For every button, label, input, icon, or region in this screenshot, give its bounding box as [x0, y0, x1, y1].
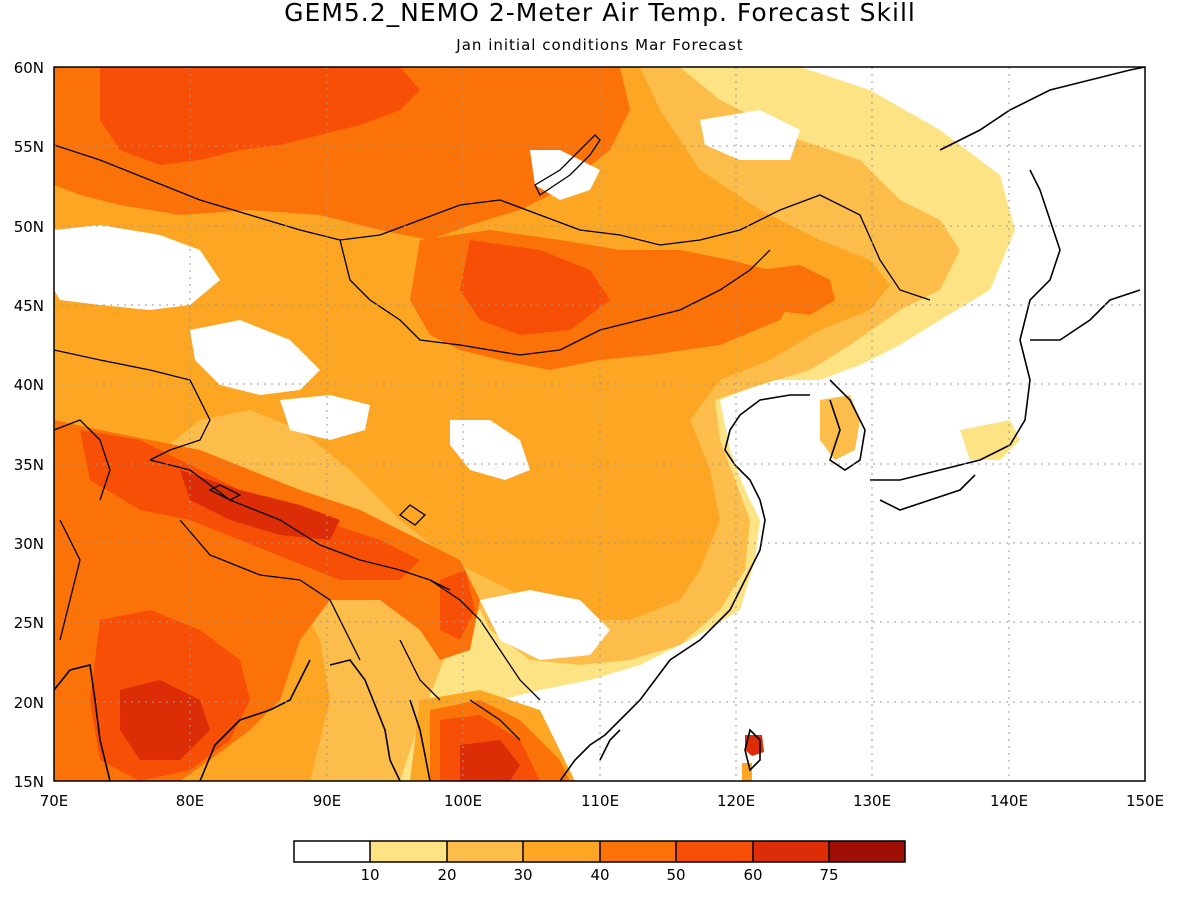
lat-label: 30N [14, 535, 44, 553]
colorbar: 10 20 30 40 50 60 75 [293, 840, 906, 884]
inland-water [208, 134, 601, 526]
contour-60-75-indochina [460, 740, 520, 781]
taiwan-south-skill [742, 763, 752, 781]
lat-label: 50N [14, 218, 44, 236]
lat-label: 15N [14, 773, 44, 791]
colorbar-swatch-4 [600, 841, 676, 862]
low-skill-ne-china [700, 110, 800, 160]
latitude-axis: 60N 55N 50N 45N 40N 35N 30N 25N 20N 15N [14, 59, 44, 791]
colorbar-swatch-0 [294, 841, 370, 862]
contour-50-60-mongolia [460, 240, 610, 335]
coastlines [54, 67, 1145, 781]
contour-60-75-himalaya [180, 470, 340, 540]
low-skill-tarim [190, 320, 320, 395]
map-frame [53, 66, 1146, 782]
colorbar-label: 10 [360, 866, 379, 884]
lat-label: 40N [14, 376, 44, 394]
contour-60-75-india [120, 680, 210, 760]
colorbar-label: 60 [743, 866, 762, 884]
colorbar-swatch-6 [753, 841, 829, 862]
lon-label: 130E [853, 792, 891, 810]
lat-label: 35N [14, 456, 44, 474]
colorbar-label: 30 [513, 866, 532, 884]
lon-label: 140E [990, 792, 1028, 810]
lon-label: 150E [1126, 792, 1164, 810]
low-skill-south-china [480, 590, 610, 660]
colorbar-label: 20 [437, 866, 456, 884]
colorbar-swatch-3 [523, 841, 600, 862]
map-title: GEM5.2_NEMO 2-Meter Air Temp. Forecast S… [284, 0, 916, 27]
gridlines [54, 67, 1145, 781]
low-skill-kazakhstan [54, 225, 220, 310]
lon-label: 90E [313, 792, 342, 810]
lat-label: 55N [14, 138, 44, 156]
contour-50-60-myanmar [440, 570, 475, 640]
colorbar-label: 50 [666, 866, 685, 884]
low-skill-qaidam [280, 395, 370, 440]
colorbar-swatch-2 [447, 841, 523, 862]
low-skill-ordos [450, 420, 530, 480]
lon-label: 100E [444, 792, 482, 810]
lon-label: 120E [717, 792, 755, 810]
lon-label: 70E [40, 792, 69, 810]
colorbar-dividers [369, 841, 830, 862]
contour-40-50-northeast [750, 265, 835, 315]
colorbar-swatch-1 [370, 841, 447, 862]
lon-label: 110E [581, 792, 619, 810]
lat-label: 20N [14, 694, 44, 712]
contour-50-60-siberia [100, 67, 420, 165]
lat-label: 60N [14, 59, 44, 77]
skill-contours [54, 67, 1145, 781]
country-borders [54, 144, 931, 741]
lat-label: 45N [14, 297, 44, 315]
colorbar-label: 75 [819, 866, 838, 884]
lon-label: 80E [176, 792, 205, 810]
longitude-axis: 70E 80E 90E 100E 110E 120E 130E 140E 150… [40, 792, 1164, 810]
colorbar-swatch-7 [829, 841, 905, 862]
map-subtitle: Jan initial conditions Mar Forecast [455, 36, 743, 54]
colorbar-swatch-5 [676, 841, 753, 862]
colorbar-label: 40 [590, 866, 609, 884]
japan-skill [960, 420, 1020, 460]
map-area [53, 66, 1146, 782]
lat-label: 25N [14, 614, 44, 632]
